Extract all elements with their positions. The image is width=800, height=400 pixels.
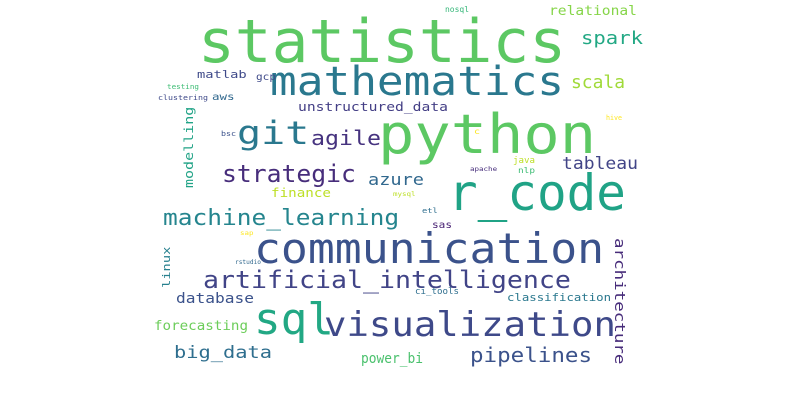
word-relational: relational — [549, 4, 637, 19]
word-c: c — [474, 127, 481, 136]
word-statistics: statistics — [198, 7, 567, 77]
word-strategic: strategic — [222, 160, 356, 188]
word-mathematics: mathematics — [270, 59, 565, 105]
word-rstudio: rstudio — [235, 259, 262, 266]
word-sql: sql — [254, 294, 334, 345]
word-java: java — [513, 156, 535, 166]
word-etl: etl — [422, 207, 438, 215]
word-gcp: gcp — [256, 72, 276, 83]
word-clustering: clustering — [158, 94, 208, 102]
word-forecasting: forecasting — [154, 319, 249, 334]
word-power-bi: power_bi — [361, 351, 423, 367]
word-git: git — [237, 114, 310, 152]
word-scala: scala — [571, 72, 626, 93]
word-communication: communication — [254, 224, 605, 273]
word-machine-learning: machine_learning — [163, 206, 400, 231]
word-nosql: nosql — [445, 5, 469, 14]
word-r-code: r_code — [448, 164, 626, 222]
word-pipelines: pipelines — [470, 343, 593, 367]
word-sas: sas — [432, 220, 452, 231]
word-testing: testing — [167, 83, 199, 91]
word-bsc: bsc — [221, 130, 236, 138]
word-modelling: modelling — [182, 106, 196, 188]
word-hive: hive — [606, 114, 622, 122]
word-visualization: visualization — [324, 305, 616, 345]
word-tableau: tableau — [562, 154, 639, 174]
word-database: database — [176, 291, 255, 307]
word-matlab: matlab — [197, 68, 247, 81]
word-artificial-intelligence: artificial_intelligence — [203, 266, 571, 294]
word-aws: aws — [212, 92, 235, 103]
word-sap: sap — [240, 230, 254, 237]
word-python: python — [378, 103, 597, 166]
word-azure: azure — [368, 170, 425, 189]
word-classification: classification — [507, 291, 612, 304]
word-unstructured-data: unstructured_data — [298, 100, 448, 114]
word-architecture: architecture — [611, 238, 627, 365]
word-agile: agile — [311, 126, 381, 150]
word-linux: linux — [160, 246, 173, 288]
word-spark: spark — [581, 28, 643, 49]
word-apache: apache — [470, 166, 498, 173]
word-big-data: big_data — [174, 343, 273, 363]
word-ci-tools: ci_tools — [415, 287, 460, 297]
word-finance: finance — [271, 186, 331, 200]
word-nlp: nlp — [518, 166, 535, 175]
word-mysql: mysql — [393, 191, 416, 198]
